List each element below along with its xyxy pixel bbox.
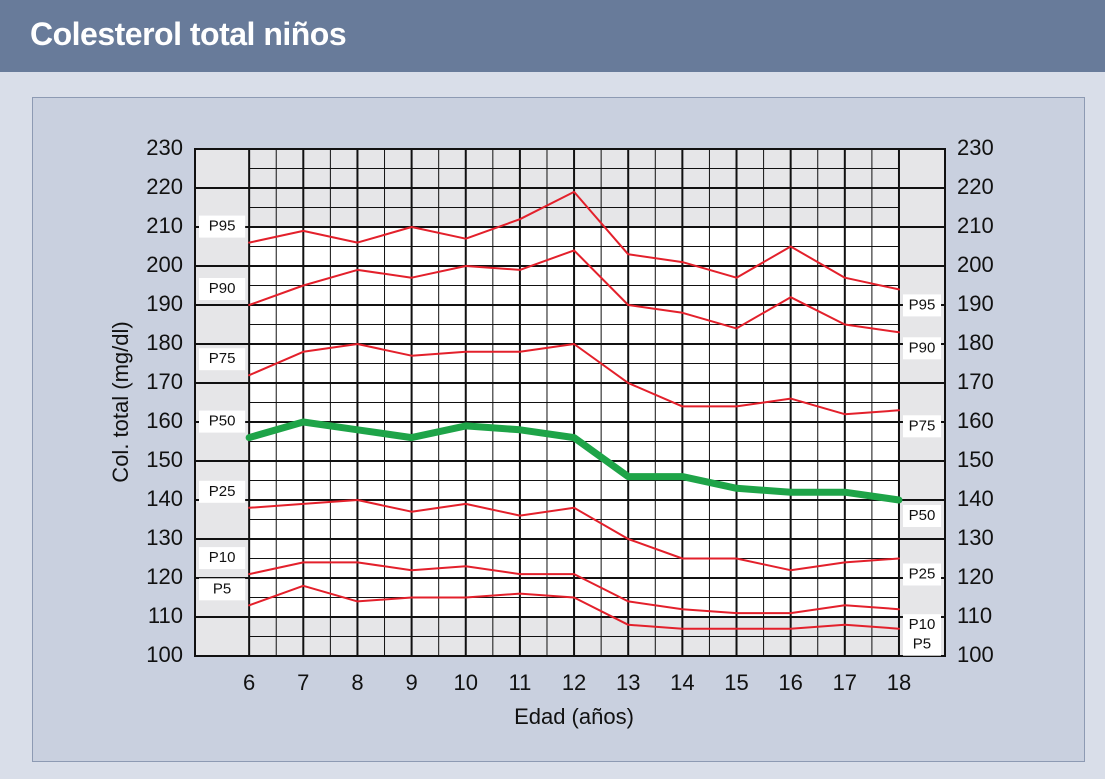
y-tick-label: 150 [146,447,183,472]
x-tick-label: 11 [508,670,531,695]
x-tick-label: 7 [297,670,309,695]
x-tick-label: 6 [243,670,255,695]
series-label: P25 [909,565,936,582]
y-tick-label: 180 [146,330,183,355]
label-box [199,547,246,570]
label-box [199,348,246,371]
line [248,561,900,615]
y-tick-label: 210 [146,213,183,238]
series-label: P10 [209,549,236,566]
y2-tick-label: 110 [957,603,992,628]
y-tick-label: 190 [146,291,183,316]
series-label: P75 [909,417,936,434]
x-tick-label: 16 [778,670,802,695]
line [245,418,903,504]
chart-title: Colesterol total niños [30,16,347,52]
y-tick-label: 120 [146,564,183,589]
line [248,584,900,630]
y2-tick-label: 230 [957,135,994,160]
y2-tick-label: 160 [957,408,994,433]
x-axis-label: Edad (años) [514,704,634,729]
label-box [199,578,246,601]
x-tick-label: 17 [833,670,857,695]
y2-tick-label: 120 [957,564,994,589]
y2-tick-label: 140 [957,486,994,511]
label-box [199,480,246,503]
line [248,190,900,291]
series-label: P90 [209,280,236,297]
x-tick-label: 9 [405,670,417,695]
label-box [902,337,941,360]
series-label: P75 [209,350,236,367]
y-axis-label: Col. total (mg/dl) [108,321,133,482]
series-label: P50 [909,507,936,524]
x-tick-label: 10 [454,670,478,695]
y2-tick-label: 170 [957,369,994,394]
y2-tick-label: 210 [957,213,994,238]
series-label: P95 [209,218,236,235]
label-box [902,614,941,637]
label-box [199,278,246,300]
x-tick-label: 8 [351,670,363,695]
x-tick-label: 15 [724,670,748,695]
y-tick-label: 100 [146,642,183,667]
series-label: P95 [909,296,936,313]
series-label: P25 [209,483,236,500]
x-tick-label: 18 [887,670,911,695]
series-label: P90 [909,339,936,356]
y-tick-label: 160 [146,408,183,433]
label-box [902,505,941,527]
line [248,499,900,572]
y2-tick-label: 190 [957,291,994,316]
label-box [199,410,246,433]
x-tick-label: 13 [616,670,640,695]
y-tick-label: 140 [146,486,183,511]
y2-tick-label: 100 [957,642,994,667]
y-tick-label: 110 [148,603,183,628]
y2-tick-label: 200 [957,252,994,277]
line [248,249,900,334]
y-tick-label: 200 [146,252,183,277]
y-tick-label: 170 [146,369,183,394]
label-box [902,294,941,317]
series-label: P10 [909,616,936,633]
x-tick-label: 12 [562,670,586,695]
y2-tick-label: 130 [957,525,994,550]
label-box [199,215,246,238]
y-tick-label: 230 [146,135,183,160]
series-label: P5 [913,636,931,653]
line [248,343,900,416]
label-box [902,633,941,656]
y-tick-label: 220 [146,174,183,199]
series-label: P5 [213,580,231,597]
series-label: P50 [209,413,236,430]
label-box [902,563,941,586]
x-tick-label: 14 [670,670,694,695]
y2-tick-label: 220 [957,174,994,199]
plot-frame [194,148,946,657]
y2-tick-label: 150 [957,447,994,472]
y2-tick-label: 180 [957,330,994,355]
header: Colesterol total niños [0,0,1105,72]
label-box [902,415,941,438]
y-tick-label: 130 [146,525,183,550]
